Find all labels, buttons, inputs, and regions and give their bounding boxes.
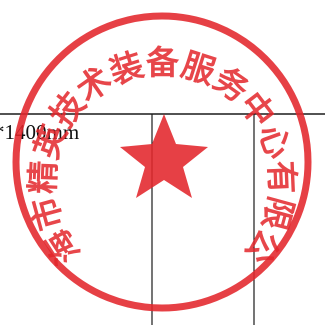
star-icon (120, 114, 208, 198)
seal-ring (12, 12, 312, 312)
seal-company-name: 上海市精英技术装备服务中心有限公司 (0, 0, 302, 271)
dimension-cell: *1400mm (0, 120, 80, 144)
